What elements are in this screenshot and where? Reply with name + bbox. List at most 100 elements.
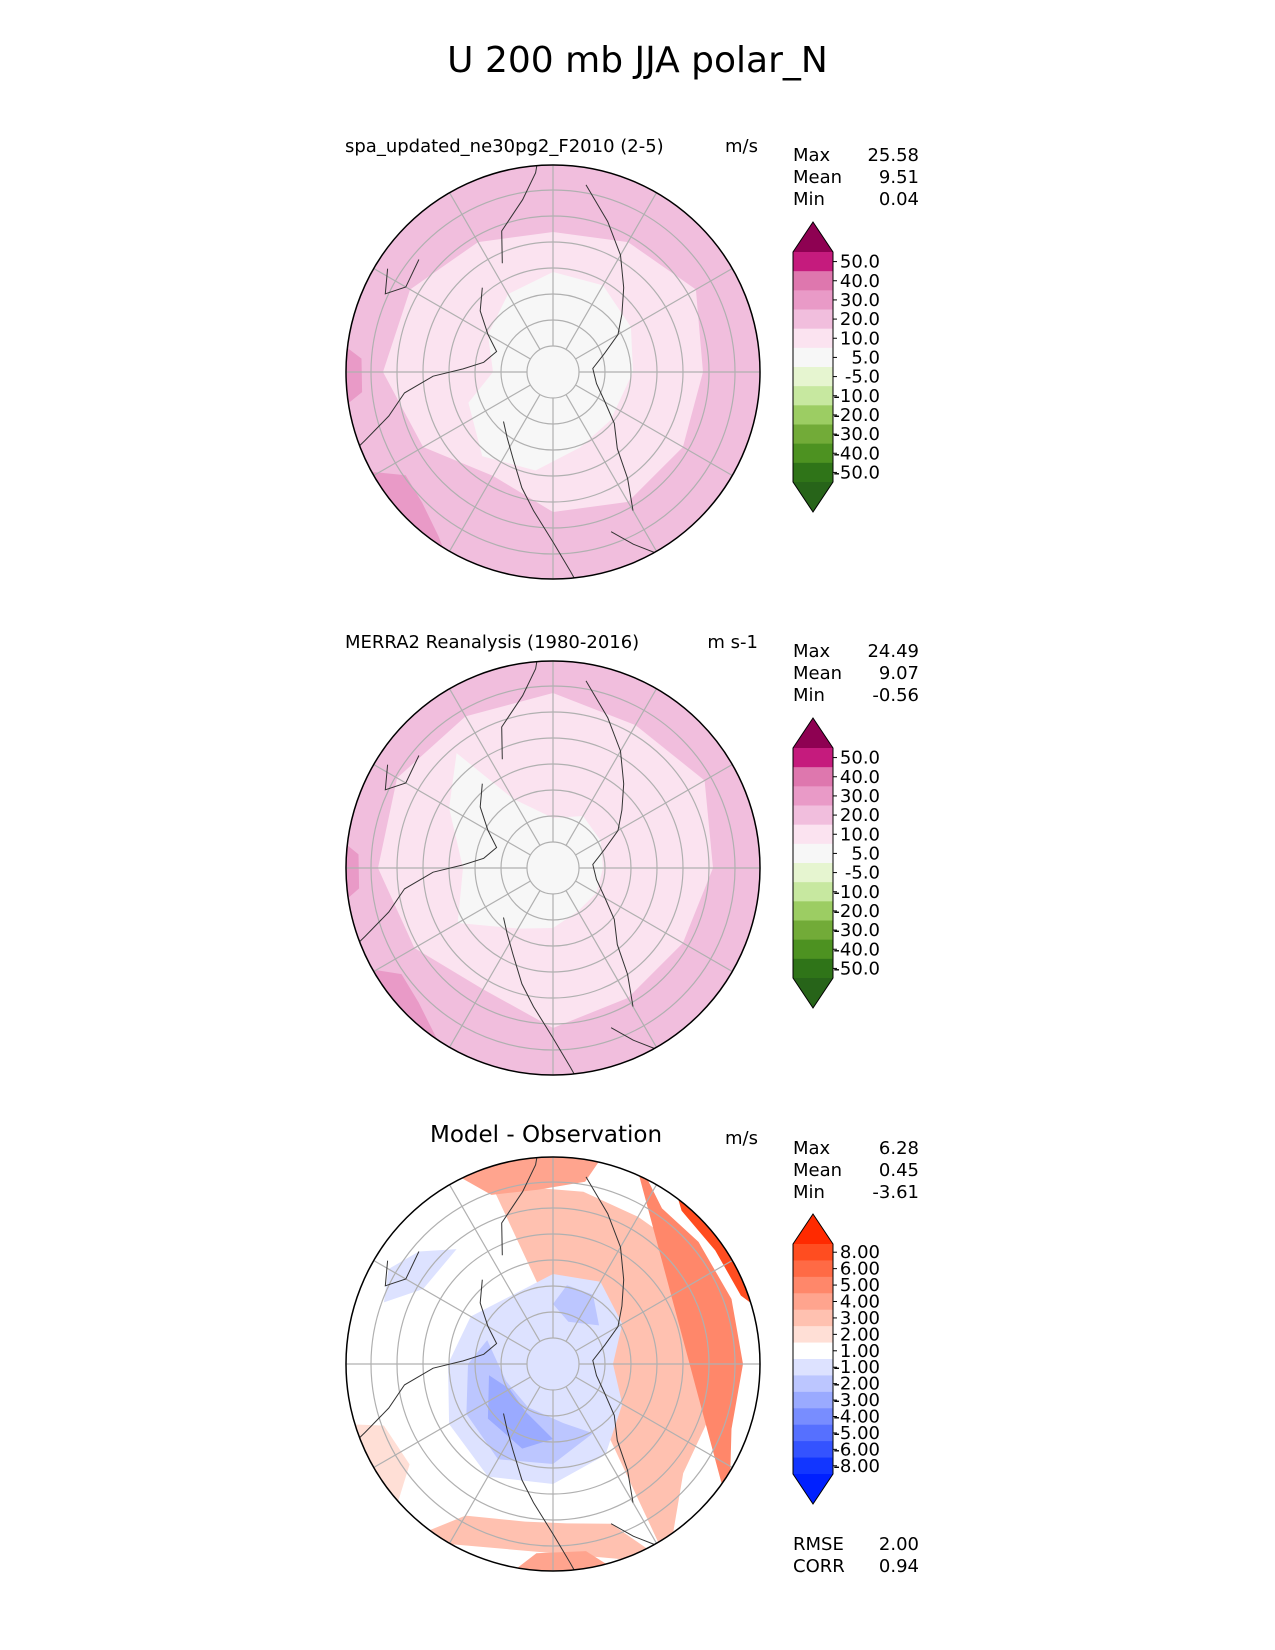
- coastline: [384, 1251, 420, 1287]
- colorbar-tick-label: -30.0: [833, 920, 880, 941]
- colorbar-tick-label: -10.0: [833, 882, 880, 903]
- coastline: [384, 755, 420, 791]
- colorbar-difference: 8.006.005.004.003.002.001.00-1.00-2.00-3…: [792, 1213, 880, 1505]
- colorbar-tick-label: -20.0: [833, 901, 880, 922]
- meridian-line: [448, 688, 541, 846]
- colorbar-lower-extend: [793, 1474, 833, 1504]
- map-boundary: [345, 164, 761, 580]
- colorbar-tick-label: 40.0: [840, 767, 880, 788]
- map-boundary: [345, 1156, 761, 1572]
- colorbar-tick-label: -40.0: [833, 939, 880, 960]
- colorbar-tick-label: 50.0: [840, 252, 880, 273]
- colorbar-tick-label: -4.00: [833, 1407, 880, 1428]
- colorbar-observation: 50.040.030.020.010.05.0-5.0-10.0-20.0-30…: [792, 717, 880, 1009]
- colorbar-tick-label: 2.00: [840, 1324, 880, 1345]
- colorbar-tick-label: -6.00: [833, 1439, 880, 1460]
- contour-3-4: [493, 1551, 632, 1571]
- meridian-line: [575, 880, 733, 973]
- meridian-line: [448, 394, 541, 552]
- colorbar-outline: [792, 221, 834, 513]
- stat-label: Min: [793, 685, 825, 706]
- colorbar-tick-label: 20.0: [840, 805, 880, 826]
- stat-value: 0.04: [878, 189, 919, 210]
- colorbar-tick-label: -5.0: [845, 863, 880, 884]
- stat-value: -3.61: [872, 1182, 919, 1203]
- coastline: [346, 1279, 498, 1471]
- colorbar-tick-label: 10.0: [840, 328, 880, 349]
- colorbar-segment: [793, 1326, 833, 1344]
- stat-label: Max: [793, 641, 831, 662]
- panel-3-error-stats: RMSE 2.00 CORR 0.94: [793, 1534, 919, 1578]
- colorbar-segment: [793, 1309, 833, 1327]
- colorbar-tick-label: 40.0: [840, 271, 880, 292]
- colorbar-segment: [793, 1244, 833, 1261]
- polar-map-observation: [345, 660, 761, 1076]
- colorbar-tick-label: -3.00: [833, 1390, 880, 1411]
- colorbar-segment: [793, 767, 833, 787]
- meridian-line: [575, 763, 733, 856]
- colorbar-segment: [793, 462, 833, 483]
- meridian-line: [373, 267, 531, 360]
- contour-3-4: [438, 1157, 613, 1195]
- colorbar-segment: [793, 901, 833, 921]
- stat-value: 6.28: [878, 1138, 919, 1159]
- colorbar-segment: [793, 1260, 833, 1278]
- colorbar-lower-extend: [793, 978, 833, 1008]
- panel-2-units: m s-1: [707, 632, 758, 653]
- coastline: [610, 1027, 659, 1051]
- meridian-line: [565, 1386, 658, 1544]
- coastline: [610, 531, 659, 555]
- colorbar-segment: [793, 843, 833, 864]
- colorbar-upper-extend: [793, 718, 833, 748]
- coastline: [610, 1523, 659, 1547]
- meridian-line: [575, 267, 733, 360]
- stat-label: Mean: [793, 663, 843, 684]
- colorbar-segment: [793, 424, 833, 445]
- colorbar-segment: [793, 309, 833, 330]
- colorbar-segment: [793, 786, 833, 806]
- meridian-line: [448, 1184, 541, 1342]
- colorbar-tick-label: -50.0: [833, 958, 880, 979]
- coastline: [585, 680, 634, 1007]
- colorbar-tick-label: 10.0: [840, 824, 880, 845]
- colorbar-segment: [793, 863, 833, 883]
- colorbar-tick-label: -5.00: [833, 1423, 880, 1444]
- colorbar-outline: [792, 1213, 834, 1505]
- colorbar-segment: [793, 1276, 833, 1294]
- colorbar-tick-label: 30.0: [840, 290, 880, 311]
- stat-label: CORR: [793, 1556, 845, 1577]
- colorbar-model: 50.040.030.020.010.05.0-5.0-10.0-20.0-30…: [792, 221, 880, 513]
- colorbar-upper-extend: [793, 222, 833, 252]
- panel-3-title: Model - Observation: [430, 1122, 663, 1148]
- panel-2-stats: Max 24.49 Mean 9.07 Min -0.56: [793, 641, 919, 707]
- colorbar-tick-label: 8.00: [840, 1242, 880, 1263]
- colorbar-tick-label: 6.00: [840, 1259, 880, 1280]
- colorbar-tick-label: 1.00: [840, 1341, 880, 1362]
- colorbar-segment: [793, 1457, 833, 1475]
- meridian-line: [565, 890, 658, 1048]
- colorbar-segment: [793, 443, 833, 464]
- meridian-line: [373, 880, 531, 973]
- colorbar-segment: [793, 882, 833, 902]
- contour-20-30: [346, 828, 360, 916]
- stat-label: Max: [793, 145, 831, 166]
- colorbar-tick-label: 30.0: [840, 786, 880, 807]
- colorbar-segment: [793, 958, 833, 979]
- stat-label: Min: [793, 1182, 825, 1203]
- coastline: [346, 783, 498, 975]
- panel-2-title: MERRA2 Reanalysis (1980-2016): [345, 632, 640, 653]
- colorbar-segment: [793, 748, 833, 768]
- meridian-line: [373, 763, 531, 856]
- colorbar-segment: [793, 824, 833, 845]
- stat-label: Mean: [793, 1160, 843, 1181]
- colorbar-segment: [793, 1293, 833, 1311]
- contour-minus3-minus2: [466, 1340, 593, 1464]
- colorbar-tick-label: 5.0: [851, 347, 880, 368]
- colorbar-segment: [793, 1441, 833, 1459]
- coastline: [501, 661, 545, 760]
- colorbar-segment: [793, 805, 833, 826]
- meridian-line: [565, 394, 658, 552]
- meridian-line: [448, 192, 541, 350]
- colorbar-tick-label: -50.0: [833, 462, 880, 483]
- colorbar-segment: [793, 271, 833, 291]
